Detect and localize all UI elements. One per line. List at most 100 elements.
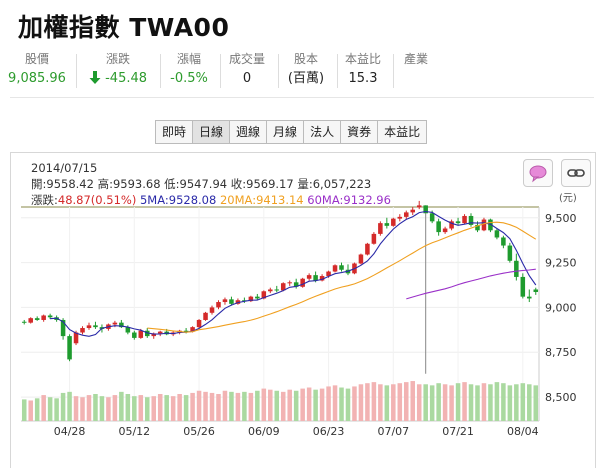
y-tick-label: 8,750 — [545, 346, 577, 359]
candle-body — [73, 332, 79, 344]
volume-bar — [449, 385, 454, 421]
volume-bar — [481, 383, 487, 421]
candle-body — [125, 327, 131, 333]
volume-bar — [183, 395, 189, 421]
candlestick-chart[interactable]: 9,500 9,250 9,000 8,750 8,500 (元) 04/28 05/12 05… — [11, 153, 595, 468]
tab-monthly[interactable]: 月線 — [267, 121, 305, 143]
volume-bar — [222, 390, 228, 421]
volume-bar — [501, 383, 506, 421]
volume-bar — [119, 391, 124, 421]
volume-bar — [442, 384, 448, 421]
divider — [76, 54, 77, 88]
volume-bar — [378, 384, 383, 421]
volume-bar — [488, 384, 493, 421]
y-tick-label: 9,500 — [545, 212, 577, 225]
x-tick-label: 06/23 — [313, 425, 345, 438]
candle-body — [80, 328, 85, 333]
candle-body — [209, 307, 215, 313]
candle-body — [47, 315, 53, 318]
ma20-value: 20MA:9413.14 — [219, 193, 304, 207]
candle-body — [132, 332, 137, 338]
divider — [220, 54, 221, 88]
candle-body — [449, 221, 454, 229]
candle-body — [274, 289, 280, 291]
volume-bar — [365, 383, 370, 421]
tab-daily[interactable]: 日線 — [193, 121, 231, 143]
volume-bar — [47, 397, 53, 421]
candle-body — [261, 291, 267, 299]
candle-body — [442, 228, 448, 233]
candle-body — [235, 300, 241, 304]
volume-bar — [352, 386, 357, 421]
candle-body — [326, 271, 331, 277]
volume-bar — [468, 384, 474, 421]
candle-body — [462, 215, 467, 224]
tab-realtime[interactable]: 即時 — [156, 121, 194, 143]
volume-bar — [248, 392, 254, 421]
quote-value: -45.48 — [80, 68, 156, 90]
candle-body — [514, 260, 519, 277]
volume-bar — [527, 384, 532, 421]
candle-body — [138, 330, 144, 338]
quote-label: 產業 — [403, 52, 428, 66]
tab-margin[interactable]: 資券 — [341, 121, 379, 143]
volume-bar — [80, 397, 85, 421]
quote-percent: 漲幅 -0.5% — [162, 50, 216, 92]
volume-bar — [533, 385, 539, 421]
volume-bar — [371, 382, 377, 421]
link-button[interactable] — [561, 159, 591, 187]
candle-body — [287, 282, 292, 284]
quote-capital: 股本 (百萬) — [280, 50, 332, 92]
comment-button[interactable] — [523, 159, 553, 187]
volume-bar — [209, 392, 215, 421]
ma60-line — [406, 268, 536, 300]
chart-panel: 9,500 9,250 9,000 8,750 8,500 (元) 04/28 05/12 05… — [10, 152, 596, 468]
candle-body — [203, 312, 208, 320]
quote-label: 股價 — [24, 52, 49, 66]
volume-bar — [462, 382, 467, 421]
tab-institutional[interactable]: 法人 — [304, 121, 342, 143]
x-tick-label: 07/21 — [442, 425, 474, 438]
quote-value: (百萬) — [287, 71, 325, 86]
divider — [393, 54, 394, 88]
volume-bar — [170, 396, 176, 421]
volume-bar — [319, 388, 325, 421]
x-tick-label: 05/26 — [183, 425, 215, 438]
candle-body — [183, 330, 189, 332]
volume-bar — [93, 394, 98, 421]
ma60-value: 60MA:9132.96 — [307, 193, 391, 207]
quote-change-value: -45.48 — [105, 71, 148, 86]
volume-bar — [423, 384, 428, 421]
volume-bar — [514, 384, 519, 421]
volume-bar — [280, 391, 286, 421]
quote-change: 漲跌 -45.48 — [80, 50, 156, 92]
volume-bar — [216, 394, 221, 421]
volume-bar — [41, 395, 46, 421]
candle-body — [151, 333, 157, 337]
y-tick-label: 9,000 — [545, 301, 577, 314]
tab-weekly[interactable]: 週線 — [230, 121, 268, 143]
speech-bubble-icon — [529, 165, 547, 183]
candle-body — [216, 302, 221, 308]
tab-pe[interactable]: 本益比 — [378, 121, 427, 143]
quote-label: 漲跌 — [105, 52, 130, 66]
volume-bar — [34, 398, 40, 421]
candle-body — [60, 319, 66, 337]
volume-bar — [300, 388, 305, 421]
candle-body — [475, 224, 480, 231]
candle-body — [21, 321, 27, 323]
quote-value: -0.5% — [170, 71, 208, 86]
volume-bar — [455, 383, 461, 421]
volume-bar — [520, 383, 526, 421]
volume-bar — [339, 387, 344, 421]
volume-bar — [475, 385, 480, 421]
divider — [337, 54, 338, 88]
chart-date: 2014/07/15 — [31, 161, 98, 175]
quote-industry: 產業 — [395, 50, 437, 92]
y-unit-label: (元) — [559, 193, 577, 204]
period-tabs: 即時 日線 週線 月線 法人 資券 本益比 — [155, 120, 428, 144]
y-tick-label: 9,250 — [545, 257, 577, 270]
volume-bar — [242, 391, 247, 421]
candle-body — [86, 325, 92, 329]
divider — [160, 54, 161, 88]
